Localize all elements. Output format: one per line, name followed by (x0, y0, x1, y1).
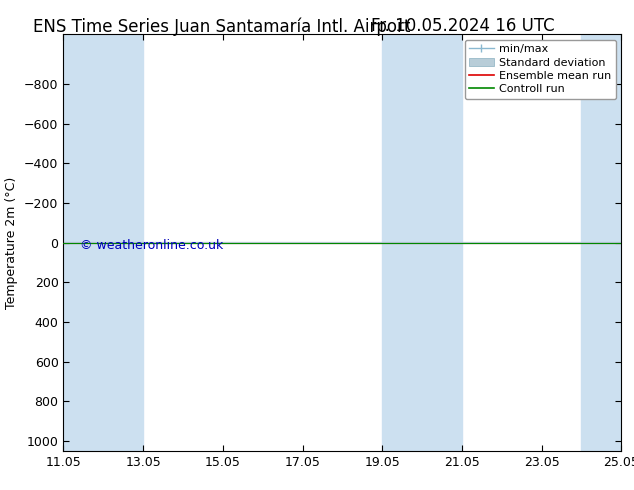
Legend: min/max, Standard deviation, Ensemble mean run, Controll run: min/max, Standard deviation, Ensemble me… (465, 40, 616, 99)
Text: ENS Time Series Juan Santamaría Intl. Airport: ENS Time Series Juan Santamaría Intl. Ai… (33, 17, 411, 36)
Bar (581, 34, 621, 451)
Bar (422, 34, 462, 451)
Bar (103, 34, 143, 451)
Bar (63, 34, 103, 451)
Text: Fr. 10.05.2024 16 UTC: Fr. 10.05.2024 16 UTC (371, 17, 555, 35)
Y-axis label: Temperature 2m (°C): Temperature 2m (°C) (6, 176, 18, 309)
Bar (382, 34, 422, 451)
Text: © weatheronline.co.uk: © weatheronline.co.uk (80, 239, 223, 252)
